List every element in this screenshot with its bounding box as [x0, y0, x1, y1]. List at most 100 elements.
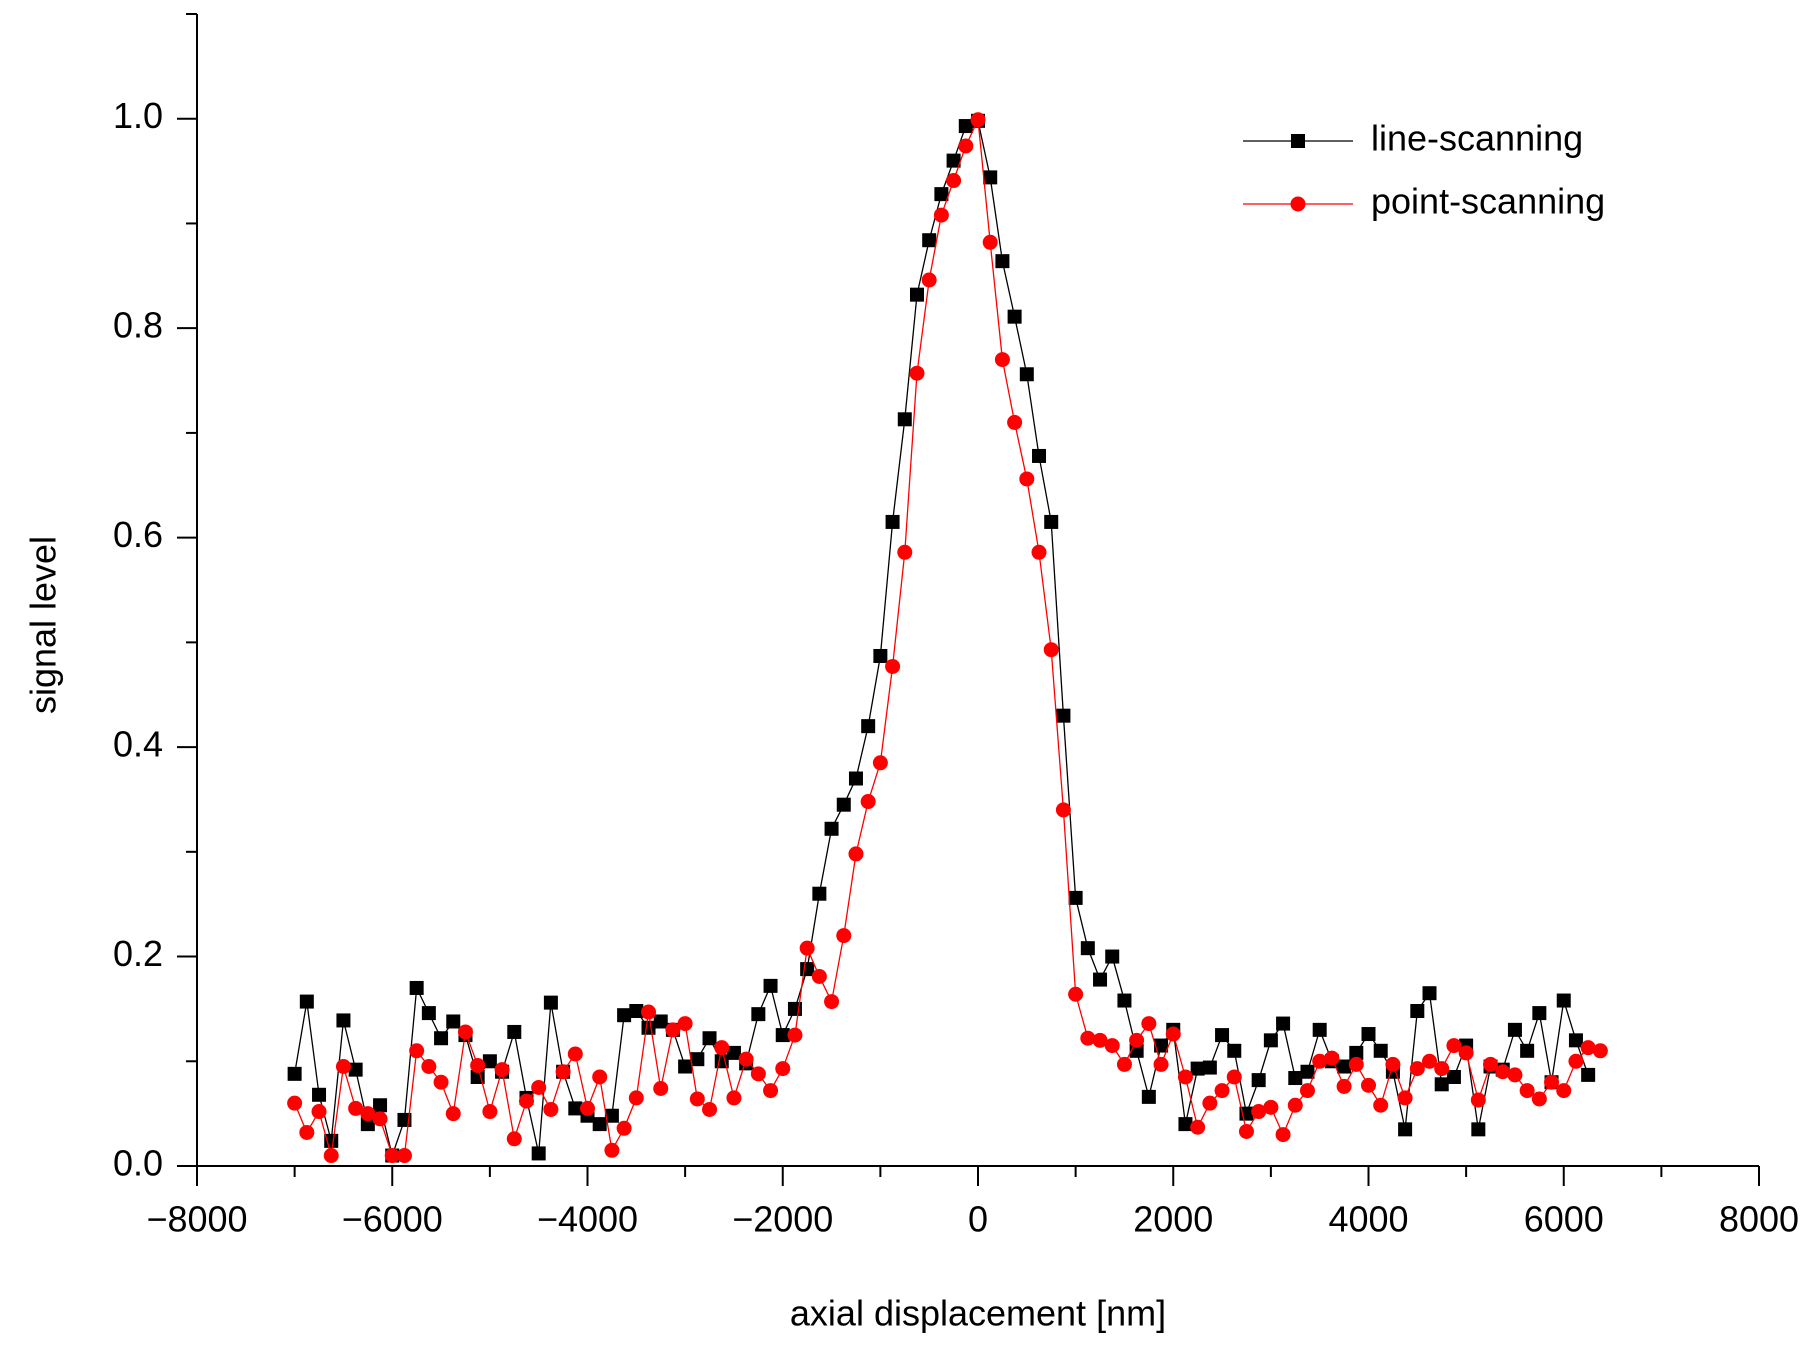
marker [1154, 1038, 1169, 1053]
marker [409, 1043, 425, 1059]
y-tick-label: 0.2 [113, 933, 163, 974]
marker [1507, 1067, 1523, 1083]
marker [958, 119, 973, 134]
marker [1446, 1038, 1462, 1054]
x-axis-title: axial displacement [nm] [790, 1293, 1166, 1334]
marker [336, 1013, 351, 1028]
marker [1215, 1028, 1230, 1043]
marker [1044, 514, 1059, 529]
marker [1080, 941, 1095, 956]
marker [1251, 1073, 1266, 1088]
marker [983, 170, 998, 185]
marker [1336, 1078, 1352, 1094]
marker [592, 1069, 608, 1085]
marker [1068, 890, 1083, 905]
marker [714, 1040, 730, 1056]
marker [1458, 1045, 1474, 1061]
marker [1544, 1074, 1560, 1090]
marker [616, 1120, 632, 1136]
marker [312, 1087, 327, 1102]
x-tick-label: −4000 [537, 1199, 638, 1240]
marker [629, 1004, 644, 1019]
marker [507, 1024, 522, 1039]
marker [800, 962, 815, 977]
marker [543, 1101, 559, 1117]
marker [1568, 1053, 1584, 1069]
marker [1373, 1043, 1388, 1058]
marker [299, 1124, 315, 1140]
marker [1507, 1022, 1522, 1037]
marker [1337, 1059, 1352, 1074]
marker [897, 412, 912, 427]
marker [1117, 993, 1132, 1008]
marker [885, 514, 900, 529]
marker [1483, 1056, 1499, 1072]
marker [1470, 1092, 1486, 1108]
marker [470, 1057, 486, 1073]
marker [1251, 1104, 1267, 1120]
marker [1178, 1117, 1193, 1132]
marker [1471, 1122, 1486, 1137]
marker [1519, 1083, 1535, 1099]
marker [1349, 1045, 1364, 1060]
marker [1361, 1027, 1376, 1042]
marker [1032, 448, 1047, 463]
marker [482, 1054, 497, 1069]
marker [1275, 1127, 1291, 1143]
y-tick-label: 0.4 [113, 724, 163, 765]
x-tick-label: −6000 [342, 1199, 443, 1240]
marker [1019, 471, 1035, 487]
x-tick-label: 6000 [1524, 1199, 1604, 1240]
marker [860, 794, 876, 810]
marker [433, 1074, 449, 1090]
marker [836, 797, 851, 812]
marker [861, 719, 876, 734]
marker [373, 1098, 388, 1113]
marker [360, 1106, 376, 1122]
marker [1556, 993, 1571, 1008]
marker [1226, 1069, 1242, 1085]
marker [457, 1024, 473, 1040]
marker [775, 1028, 790, 1043]
marker [1373, 1097, 1389, 1113]
y-tick-label: 0.0 [113, 1143, 163, 1184]
marker [641, 1020, 656, 1035]
marker [678, 1059, 693, 1074]
legend-label: line-scanning [1371, 118, 1583, 159]
marker [702, 1031, 717, 1046]
x-tick-label: 0 [968, 1199, 988, 1240]
marker [1434, 1077, 1449, 1092]
marker [1520, 1043, 1535, 1058]
marker [360, 1117, 375, 1132]
marker [1031, 544, 1047, 560]
marker [982, 234, 998, 250]
marker [726, 1090, 742, 1106]
marker [1129, 1032, 1145, 1048]
marker [1568, 1033, 1583, 1048]
marker [1592, 1043, 1608, 1059]
marker [1007, 309, 1022, 324]
marker [1080, 1030, 1096, 1046]
marker [580, 1100, 595, 1116]
marker [1263, 1099, 1279, 1115]
marker [1434, 1061, 1450, 1077]
marker [872, 755, 888, 771]
marker [409, 980, 424, 995]
marker [763, 1083, 779, 1099]
marker [1227, 1043, 1242, 1058]
marker [1385, 1056, 1401, 1072]
marker [958, 138, 974, 154]
marker [1312, 1022, 1327, 1037]
marker [1288, 1071, 1303, 1086]
marker [604, 1142, 620, 1158]
marker [1190, 1061, 1205, 1076]
marker [1556, 1083, 1572, 1099]
marker [665, 1022, 681, 1038]
marker [909, 287, 924, 302]
marker [922, 233, 937, 248]
marker [1422, 986, 1437, 1001]
marker [702, 1101, 718, 1117]
marker [506, 1131, 522, 1147]
marker [994, 352, 1010, 368]
